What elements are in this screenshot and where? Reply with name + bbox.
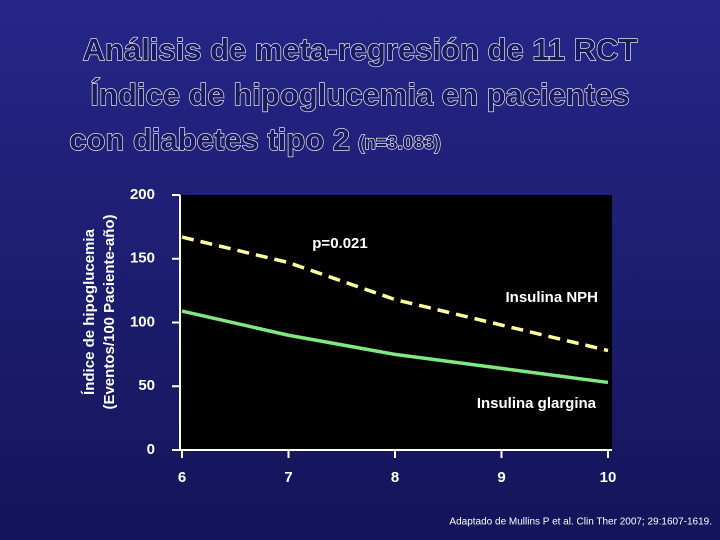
x-tick-label: 7 [284, 469, 292, 486]
annotation: p=0.021 [312, 235, 367, 252]
y-tick-label: 50 [138, 377, 155, 394]
series-label: Insulina glargina [477, 395, 597, 412]
title-line: con diabetes tipo 2 [69, 122, 350, 157]
y-axis-title: Índice de hipoglucemia [81, 228, 98, 395]
series-label: Insulina NPH [505, 289, 598, 306]
plot-area [180, 195, 612, 450]
x-tick-label: 9 [497, 469, 505, 486]
x-tick-label: 8 [391, 469, 399, 486]
y-tick-label: 0 [147, 441, 155, 458]
y-tick-label: 100 [130, 313, 155, 330]
x-tick-label: 10 [600, 469, 617, 486]
y-axis-title: (Eventos/100 Paciente-año) [101, 214, 118, 409]
y-tick-label: 200 [130, 186, 155, 203]
title-line: Índice de hipoglucemia en pacientes [90, 77, 629, 112]
title-line: Análisis de meta-regresión de 11 RCT [83, 32, 638, 67]
y-tick-label: 150 [130, 250, 155, 267]
series-line [181, 235, 609, 353]
subtitle: (n=3.083) [358, 133, 441, 154]
series-line [181, 309, 609, 385]
x-tick-label: 6 [178, 469, 186, 486]
source: Adaptado de Mullins P et al. Clin Ther 2… [449, 517, 712, 528]
